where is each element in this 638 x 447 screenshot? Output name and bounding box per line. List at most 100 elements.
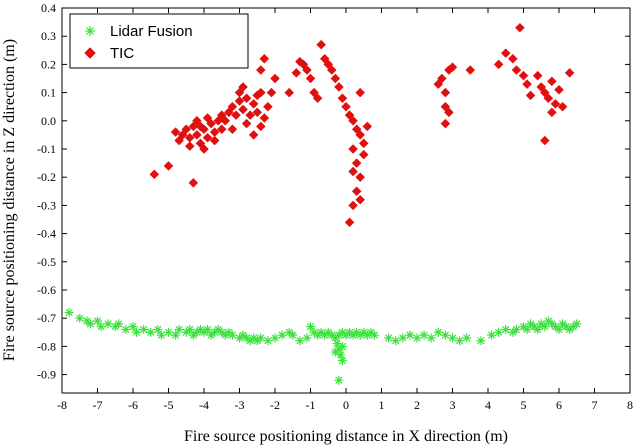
- data-point: [202, 132, 213, 143]
- x-tick-label-14: 6: [556, 398, 562, 412]
- data-point: [231, 110, 241, 121]
- data-point: [199, 144, 209, 154]
- data-point: [195, 121, 206, 132]
- data-point: [334, 375, 344, 385]
- x-tick-label-3: -5: [164, 398, 174, 412]
- data-point: [149, 169, 160, 180]
- x-tick-label-16: 8: [627, 398, 633, 412]
- data-point: [572, 319, 582, 329]
- data-point: [532, 70, 543, 81]
- data-point: [266, 87, 277, 98]
- data-point: [362, 121, 373, 132]
- y-tick-label-9: -0.5: [37, 255, 56, 269]
- data-point: [263, 101, 273, 112]
- data-point: [163, 161, 174, 171]
- data-point: [255, 65, 266, 75]
- data-point: [351, 158, 362, 168]
- data-point: [306, 322, 315, 332]
- data-point: [139, 324, 149, 334]
- data-point: [543, 93, 554, 104]
- data-point: [255, 87, 266, 98]
- data-point: [348, 144, 358, 154]
- data-point: [259, 53, 270, 64]
- data-point: [440, 330, 450, 340]
- data-point: [220, 115, 231, 126]
- data-point: [288, 330, 298, 340]
- data-point: [156, 330, 166, 340]
- data-point: [238, 82, 248, 92]
- data-point: [337, 356, 347, 365]
- data-point: [348, 115, 358, 126]
- data-point: [93, 316, 102, 326]
- data-point: [355, 130, 366, 140]
- x-tick-label-12: 4: [485, 398, 491, 412]
- data-point: [284, 87, 295, 98]
- data-point: [557, 101, 568, 112]
- data-point: [256, 333, 266, 343]
- data-point: [358, 138, 369, 149]
- data-point: [330, 347, 340, 357]
- data-point: [241, 93, 252, 104]
- y-tick-label-2: 0.2: [41, 57, 56, 71]
- series-layer: [64, 22, 582, 385]
- data-point: [128, 322, 138, 332]
- data-point: [202, 113, 213, 123]
- data-point: [103, 319, 113, 329]
- data-point: [263, 336, 273, 346]
- data-point: [433, 327, 443, 337]
- data-point: [227, 124, 238, 135]
- data-point: [440, 118, 451, 129]
- data-point: [181, 124, 192, 135]
- data-point: [344, 217, 355, 228]
- y-tick-label-1: 0.3: [41, 29, 56, 43]
- y-tick-label-10: -0.6: [37, 283, 56, 297]
- legend-label-tic: TIC: [110, 45, 134, 62]
- data-point: [462, 333, 472, 343]
- data-point: [192, 130, 202, 140]
- legend-marker-tic: [84, 47, 96, 59]
- data-point: [444, 107, 454, 118]
- data-point: [171, 330, 181, 340]
- data-point: [238, 104, 248, 115]
- data-point: [302, 65, 312, 75]
- legend-marker-lidar-fusion: [85, 26, 95, 36]
- data-point: [302, 333, 312, 343]
- x-tick-label-1: -7: [93, 398, 103, 412]
- data-point: [554, 84, 564, 95]
- data-point: [412, 333, 422, 343]
- data-point: [164, 327, 173, 337]
- y-tick-label-7: -0.3: [37, 198, 56, 212]
- data-point: [507, 53, 518, 64]
- data-point: [270, 73, 280, 84]
- data-point: [227, 330, 237, 340]
- y-tick-label-4: 0.0: [41, 114, 56, 128]
- data-point: [203, 324, 213, 334]
- series-lidar-fusion: [64, 308, 582, 385]
- y-axis-title: Fire source positioning distance in Z di…: [1, 39, 18, 361]
- y-tick-label-3: 0.1: [41, 86, 56, 100]
- data-point: [121, 324, 131, 334]
- data-point: [447, 62, 458, 73]
- data-point: [540, 322, 550, 332]
- data-point: [188, 177, 199, 188]
- data-point: [248, 99, 259, 109]
- data-point: [337, 341, 347, 351]
- data-point: [384, 333, 394, 343]
- x-tick-label-13: 5: [521, 398, 527, 412]
- x-tick-label-7: -1: [306, 398, 316, 412]
- legend-asterisk-icon: [85, 26, 95, 36]
- data-point: [245, 110, 256, 121]
- y-tick-label-8: -0.4: [37, 227, 56, 241]
- y-tick-label-12: -0.8: [37, 339, 56, 353]
- x-axis-title: Fire source positioning distance in X di…: [184, 428, 508, 445]
- y-tick-label-13: -0.9: [37, 368, 56, 382]
- data-point: [440, 87, 451, 98]
- data-point: [448, 333, 457, 343]
- data-point: [351, 186, 362, 197]
- series-tic: [149, 22, 575, 228]
- data-point: [96, 322, 106, 332]
- data-point: [358, 149, 369, 160]
- y-tick-label-11: -0.7: [37, 311, 56, 325]
- data-point: [515, 22, 525, 33]
- x-tick-label-11: 3: [450, 398, 456, 412]
